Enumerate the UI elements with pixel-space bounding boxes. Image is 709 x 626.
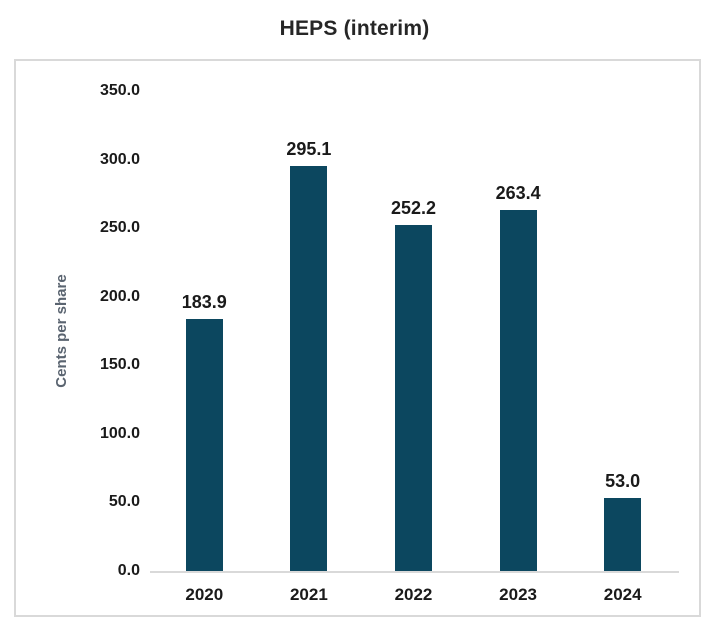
y-tick-label: 100.0 [99, 424, 140, 442]
data-label-2022: 252.2 [390, 198, 436, 218]
y-tick-label: 300.0 [99, 150, 140, 168]
x-tick-label-2022: 2022 [394, 585, 433, 604]
y-tick-label: 350.0 [99, 82, 140, 99]
x-axis-line [150, 571, 679, 573]
data-label-2024: 53.0 [605, 471, 641, 491]
bar-2024 [604, 498, 642, 571]
bar-2021 [290, 166, 328, 571]
x-tick-label-2021: 2021 [289, 585, 328, 604]
bar-2022 [395, 225, 432, 571]
bar-2023 [499, 210, 537, 571]
y-tick-label: 50.0 [108, 493, 140, 511]
plot-area: 183.9 295.1 252.2 263.4 53.0 [152, 91, 675, 571]
bar-2020 [185, 319, 223, 571]
y-tick-label: 250.0 [99, 219, 140, 237]
y-axis-title: Cents per share [53, 274, 70, 388]
data-label-2021: 295.1 [286, 139, 332, 159]
data-label-2020: 183.9 [181, 292, 227, 312]
data-label-2023: 263.4 [495, 183, 541, 203]
x-tick-label-2020: 2020 [185, 585, 224, 604]
chart-panel: Cents per share 0.0 50.0 100.0 150.0 200.0 25… [14, 59, 701, 617]
y-tick-label: 0.0 [117, 562, 140, 579]
x-tick-label-2023: 2023 [499, 585, 537, 604]
x-tick-label-2024: 2024 [603, 585, 642, 604]
chart-title: HEPS (interim) [279, 17, 430, 40]
y-tick-label: 200.0 [99, 287, 140, 305]
y-tick-label: 150.0 [99, 356, 140, 374]
